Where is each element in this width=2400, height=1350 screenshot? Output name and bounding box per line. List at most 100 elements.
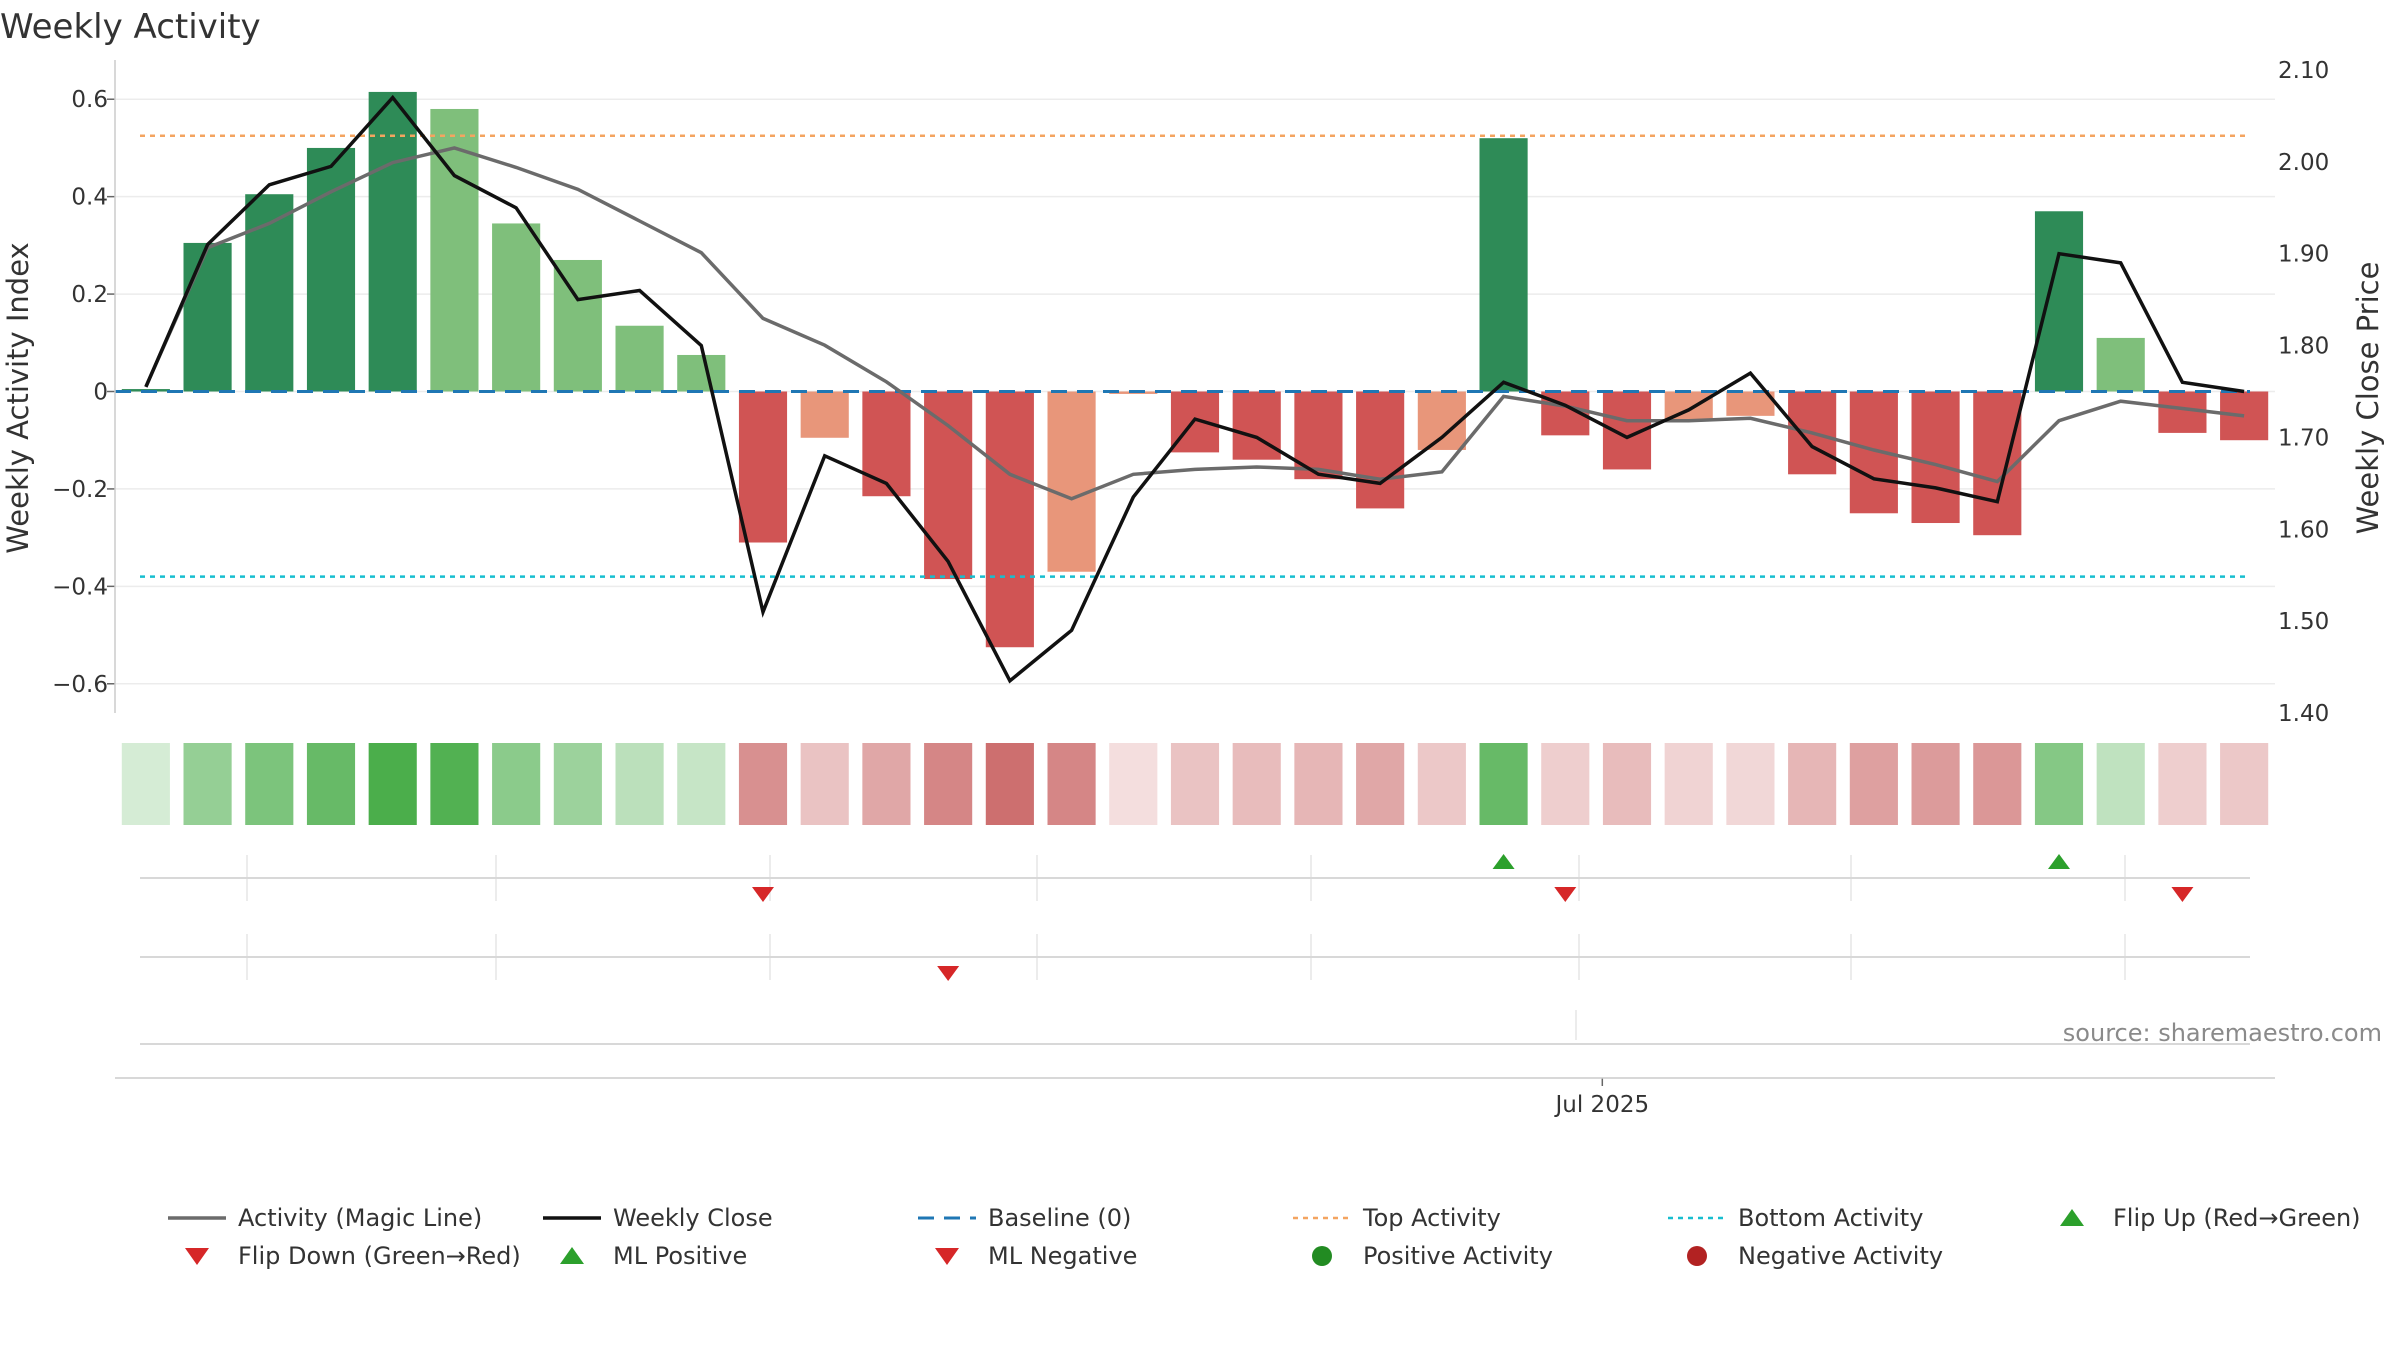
- heat-strip-cell: [2034, 743, 2084, 825]
- heat-strip: [121, 743, 2269, 825]
- legend-swatch: [560, 1247, 584, 1264]
- y2-axis-title: Weekly Close Price: [2351, 262, 2385, 535]
- axes-layer: −0.6 −0.4 −0.2 0 0.2 0.4 0.6 1.40 1.50 1.60 1.70 1.…: [52, 58, 2329, 1118]
- heat-strip-cell: [1356, 743, 1405, 825]
- heat-strip-cell: [1973, 743, 2022, 825]
- legend-item: Negative Activity: [1687, 1242, 1943, 1270]
- activity-bar: [245, 194, 294, 392]
- legend-label: Flip Down (Green→Red): [238, 1242, 521, 1270]
- heat-strip-cell: [245, 743, 294, 825]
- y-tick-label: 0.2: [71, 282, 108, 308]
- activity-bar: [738, 391, 788, 543]
- heat-strip-cell: [183, 743, 232, 825]
- activity-bar: [1479, 138, 1528, 392]
- flip-down-marker: [1554, 887, 1577, 902]
- heat-strip-cell: [368, 743, 417, 825]
- legend-label: Flip Up (Red→Green): [2113, 1204, 2361, 1232]
- source-label: source: sharemaestro.com: [2063, 1019, 2382, 1047]
- heat-strip-cell: [2158, 743, 2207, 825]
- legend-label: ML Negative: [988, 1242, 1137, 1270]
- legend-item: Top Activity: [1293, 1204, 1501, 1232]
- legend-item: Activity (Magic Line): [168, 1204, 482, 1232]
- legend-swatch: [935, 1248, 959, 1265]
- y2-tick-label: 1.70: [2278, 425, 2329, 451]
- activity-bar: [2158, 391, 2207, 433]
- flip-down-marker: [752, 887, 774, 902]
- activity-bar: [924, 391, 973, 580]
- activity-bar: [677, 354, 726, 392]
- heat-strip-cell: [1479, 743, 1528, 825]
- activity-bar: [1356, 391, 1405, 509]
- heat-strip-cell: [1294, 743, 1343, 825]
- activity-bar: [862, 391, 911, 497]
- legend-item: Flip Up (Red→Green): [2060, 1204, 2361, 1232]
- lines-layer: [115, 94, 2250, 684]
- heat-strip-cell: [1788, 743, 1837, 825]
- y-tick-label: −0.4: [52, 574, 108, 600]
- heat-strip-cell: [1232, 743, 1281, 825]
- activity-bar: [492, 223, 541, 392]
- y-tick-label: −0.2: [52, 477, 108, 503]
- heat-strip-cell: [1602, 743, 1652, 825]
- activity-bar: [306, 147, 356, 392]
- heat-strip-cell: [1849, 743, 1898, 825]
- legend-label: Baseline (0): [988, 1204, 1131, 1232]
- heat-strip-cell: [924, 743, 973, 825]
- heat-strip-cell: [1417, 743, 1466, 825]
- activity-bar: [368, 91, 417, 392]
- legend-swatch: [1687, 1246, 1707, 1266]
- x-tick-label: Jul 2025: [1554, 1092, 1650, 1118]
- legend-swatch: [2060, 1209, 2084, 1226]
- heat-strip-cell: [1170, 743, 1220, 825]
- legend-label: Positive Activity: [1363, 1242, 1553, 1270]
- legend-swatch: [185, 1248, 209, 1265]
- heat-strip-cell: [1726, 743, 1775, 825]
- heat-strip-cell: [306, 743, 356, 825]
- legend-item: Flip Down (Green→Red): [185, 1242, 521, 1270]
- activity-bar: [1417, 391, 1466, 450]
- heat-strip-cell: [800, 743, 849, 825]
- heat-strip-cell: [738, 743, 788, 825]
- activity-bar: [553, 259, 602, 392]
- legend-item: Bottom Activity: [1668, 1204, 1923, 1232]
- heat-strip-cell: [2096, 743, 2145, 825]
- legend-label: Weekly Close: [613, 1204, 773, 1232]
- activity-bar: [1047, 391, 1096, 572]
- y2-tick-label: 1.80: [2278, 334, 2329, 360]
- legend-swatch: [1312, 1246, 1332, 1266]
- heat-strip-cell: [862, 743, 911, 825]
- y2-tick-label: 2.10: [2278, 58, 2329, 84]
- flip-down-marker: [2171, 887, 2194, 902]
- heat-strip-cell: [677, 743, 726, 825]
- legend-label: Top Activity: [1362, 1204, 1501, 1232]
- heat-strip-cell: [1541, 743, 1590, 825]
- activity-bar: [2220, 391, 2269, 441]
- heat-strip-cell: [121, 743, 170, 825]
- legend-item: Baseline (0): [918, 1204, 1131, 1232]
- weekly-close-line: [144, 94, 2245, 684]
- flip-up-marker: [1492, 854, 1515, 869]
- flip-up-marker: [2048, 854, 2070, 869]
- y2-tick-label: 1.90: [2278, 242, 2329, 268]
- legend-item: ML Positive: [560, 1242, 747, 1270]
- legend-item: Positive Activity: [1312, 1242, 1553, 1270]
- legend-label: Activity (Magic Line): [238, 1204, 482, 1232]
- heat-strip-cell: [1664, 743, 1713, 825]
- heat-strip-cell: [2220, 743, 2269, 825]
- y-tick-label: −0.6: [52, 672, 108, 698]
- activity-bar: [183, 242, 232, 392]
- ml-negative-marker: [937, 966, 960, 981]
- heat-strip-cell: [492, 743, 541, 825]
- y2-tick-label: 2.00: [2278, 150, 2329, 176]
- legend: Activity (Magic Line) Weekly Close Baselin…: [168, 1204, 2361, 1270]
- y2-tick-label: 1.40: [2278, 701, 2329, 727]
- magic-line: [144, 146, 2245, 501]
- heat-strip-cell: [1911, 743, 1960, 825]
- legend-label: ML Positive: [613, 1242, 747, 1270]
- activity-bar: [1170, 391, 1220, 453]
- activity-bar: [1726, 391, 1775, 416]
- heat-strip-cell: [615, 743, 664, 825]
- legend-label: Negative Activity: [1738, 1242, 1943, 1270]
- y-tick-label: 0: [93, 380, 108, 406]
